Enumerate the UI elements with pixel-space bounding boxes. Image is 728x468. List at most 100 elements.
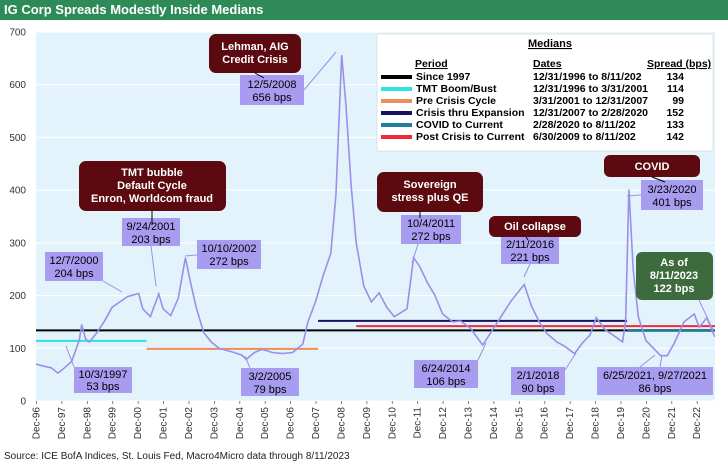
source-note: Source: ICE BofA Indices, St. Louis Fed,…: [4, 451, 350, 462]
event-box-line: Enron, Worldcom fraud: [91, 193, 213, 205]
legend-dates: 12/31/1996 to 3/31/2001: [533, 83, 648, 95]
point-label-line2: 221 bps: [510, 252, 550, 264]
y-tick-label: 600: [9, 80, 26, 91]
point-label-line1: 10/3/1997: [79, 369, 128, 381]
legend-spread: 114: [667, 83, 684, 95]
x-tick-label: Dec-14: [489, 407, 500, 440]
chart-title: IG Corp Spreads Modestly Inside Medians: [0, 0, 728, 20]
point-label-line2: 656 bps: [252, 92, 292, 104]
legend-spread: 134: [666, 71, 684, 83]
y-tick-label: 400: [9, 186, 26, 197]
leader-line: [523, 263, 531, 278]
point-label-line1: 12/5/2008: [248, 79, 297, 91]
x-tick-label: Dec-06: [286, 407, 297, 440]
x-tick-label: Dec-99: [108, 407, 119, 440]
x-tick-label: Dec-17: [565, 407, 576, 440]
x-tick-label: Dec-22: [692, 407, 703, 440]
legend-spread: 152: [666, 107, 684, 119]
leader-lines: [65, 51, 714, 371]
event-box-line: stress plus QE: [391, 192, 468, 204]
point-label: 12/5/2008 656 bps: [240, 75, 304, 105]
legend-spread: 133: [666, 119, 684, 131]
leader-line: [477, 342, 487, 361]
point-label-line2: 79 bps: [253, 384, 287, 396]
series-line: [35, 55, 716, 375]
leader-line: [65, 345, 75, 368]
event-box-covid: COVID: [604, 155, 700, 177]
point-label-line2: 401 bps: [652, 197, 692, 209]
leader-line: [303, 51, 337, 91]
y-tick-label: 500: [9, 133, 26, 144]
legend-spread: 99: [672, 95, 684, 107]
medians-legend: Medians Period Dates Spread (bps) Since …: [376, 33, 714, 152]
point-label: 9/24/2001 203 bps: [122, 218, 180, 246]
x-tick-label: Dec-01: [159, 407, 170, 440]
y-tick-label: 100: [9, 344, 26, 355]
point-label-line2: 90 bps: [521, 383, 555, 395]
legend-header: Medians: [528, 38, 572, 50]
leader-line: [564, 352, 577, 371]
event-box-line: COVID: [635, 161, 670, 173]
leader-line: [411, 243, 419, 264]
legend-col-spread: Spread (bps): [647, 58, 711, 70]
point-label-line2: 204 bps: [54, 268, 94, 280]
event-box-tmt: TMT bubble Default Cycle Enron, Worldcom…: [79, 161, 226, 211]
point-label-line2: 272 bps: [209, 256, 249, 268]
leader-line: [102, 280, 123, 293]
legend-col-dates: Dates: [533, 58, 562, 70]
point-label: 10/4/2011 272 bps: [401, 215, 461, 244]
event-box-sovereign: Sovereign stress plus QE: [377, 172, 483, 212]
event-box-oil: Oil collapse: [489, 216, 581, 237]
x-tick-label: Dec-08: [336, 407, 347, 440]
legend-col-period: Period: [415, 58, 448, 70]
x-tick-label: Dec-00: [133, 407, 144, 440]
leader-line: [525, 236, 529, 241]
legend-dates: 6/30/2009 to 8/11/202: [533, 131, 636, 143]
point-label-line1: 6/24/2014: [422, 363, 471, 375]
leader-line: [698, 299, 714, 331]
legend-period: TMT Boom/Bust: [416, 83, 497, 95]
x-tick-label: Dec-02: [184, 407, 195, 440]
x-tick-label: Dec-96: [32, 407, 43, 440]
event-box-line: 122 bps: [654, 283, 695, 295]
x-tick-label: Dec-19: [616, 407, 627, 440]
legend-period: Post Crisis to Current: [416, 131, 525, 143]
leader-line: [244, 355, 251, 369]
y-tick-label: 700: [9, 28, 26, 39]
point-label: 3/2/2005 79 bps: [241, 368, 299, 396]
legend-spread: 142: [666, 131, 684, 143]
point-label-line2: 272 bps: [411, 231, 451, 243]
x-tick-label: Dec-10: [387, 407, 398, 440]
leader-line: [659, 354, 663, 368]
point-label-line1: 2/1/2018: [517, 370, 560, 382]
legend-period: COVID to Current: [416, 119, 503, 131]
x-tick-label: Dec-16: [540, 407, 551, 440]
x-tick-label: Dec-13: [464, 407, 475, 440]
leader-line: [184, 254, 198, 257]
x-tick-label: Dec-97: [57, 407, 68, 440]
y-tick-label: 200: [9, 291, 26, 302]
x-tick-label: Dec-21: [667, 407, 678, 440]
y-tick-label: 0: [20, 397, 26, 408]
x-tick-label: Dec-18: [591, 407, 602, 440]
x-tick-label: Dec-05: [260, 407, 271, 440]
point-label: 6/24/2014 106 bps: [414, 360, 478, 388]
leader-line: [639, 354, 656, 368]
point-label-line1: 12/7/2000: [50, 255, 99, 267]
spread-chart: 0 100 200 300 400 500 600 700 Dec-96 Dec-97 Dec-9…: [9, 28, 716, 440]
point-label: 2/1/2018 90 bps: [511, 367, 565, 395]
event-leaders: [151, 72, 666, 241]
leader-line: [150, 245, 157, 287]
point-label: 10/10/2002 272 bps: [197, 240, 261, 269]
leader-line: [626, 194, 642, 197]
point-label-line2: 86 bps: [638, 383, 672, 395]
event-box-line: 8/11/2023: [650, 270, 698, 282]
point-label: 12/7/2000 204 bps: [45, 252, 103, 281]
legend-period: Since 1997: [416, 71, 470, 83]
event-box-line: Oil collapse: [504, 221, 566, 233]
point-label-line2: 106 bps: [426, 376, 466, 388]
event-box-line: Lehman, AIG: [221, 41, 288, 53]
event-box-line: Default Cycle: [117, 180, 187, 192]
legend-period: Crisis thru Expansion: [416, 107, 525, 119]
point-label: 6/25/2021, 9/27/2021 86 bps: [597, 367, 713, 395]
